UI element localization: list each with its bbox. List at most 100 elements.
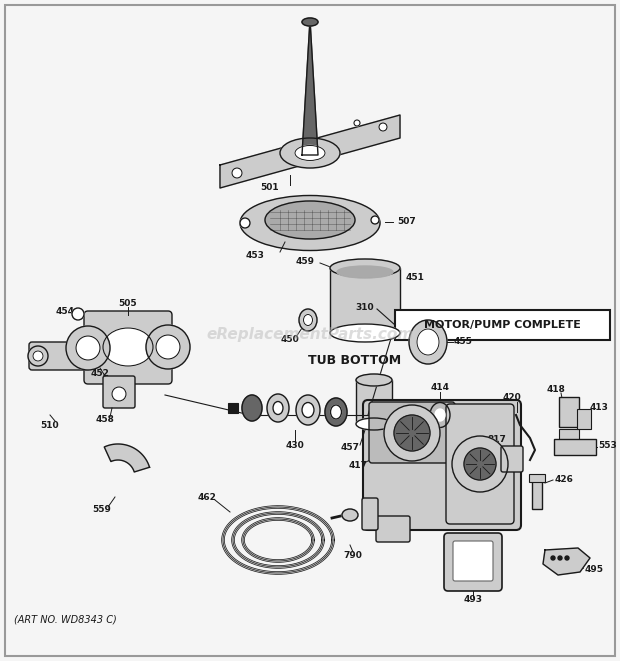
Ellipse shape xyxy=(409,320,447,364)
Text: 451: 451 xyxy=(405,274,425,282)
FancyBboxPatch shape xyxy=(363,400,521,530)
Text: TUB BOTTOM: TUB BOTTOM xyxy=(308,354,402,366)
FancyBboxPatch shape xyxy=(29,342,90,370)
Text: 510: 510 xyxy=(41,420,60,430)
Circle shape xyxy=(464,448,496,480)
Circle shape xyxy=(240,218,250,228)
FancyBboxPatch shape xyxy=(532,477,542,509)
Text: 430: 430 xyxy=(286,440,304,449)
Ellipse shape xyxy=(295,145,325,161)
FancyBboxPatch shape xyxy=(84,311,172,384)
Ellipse shape xyxy=(304,315,312,325)
Circle shape xyxy=(28,346,48,366)
Ellipse shape xyxy=(330,405,342,419)
Text: 414: 414 xyxy=(430,383,450,393)
FancyBboxPatch shape xyxy=(5,5,615,656)
FancyBboxPatch shape xyxy=(228,403,238,413)
Ellipse shape xyxy=(103,328,153,366)
Text: 507: 507 xyxy=(397,217,417,227)
Text: 458: 458 xyxy=(95,416,115,424)
Ellipse shape xyxy=(273,401,283,414)
Ellipse shape xyxy=(356,374,392,386)
Ellipse shape xyxy=(417,329,439,355)
Text: 817: 817 xyxy=(487,436,507,444)
Ellipse shape xyxy=(325,398,347,426)
Text: 790: 790 xyxy=(343,551,363,559)
Text: 459: 459 xyxy=(296,258,314,266)
FancyBboxPatch shape xyxy=(529,474,545,482)
Circle shape xyxy=(371,216,379,224)
Text: 415: 415 xyxy=(376,533,394,543)
Ellipse shape xyxy=(302,18,318,26)
Circle shape xyxy=(76,336,100,360)
Text: 455: 455 xyxy=(454,338,472,346)
FancyBboxPatch shape xyxy=(362,498,378,530)
Text: 495: 495 xyxy=(585,566,604,574)
Circle shape xyxy=(379,123,387,131)
Text: 462: 462 xyxy=(198,494,216,502)
Ellipse shape xyxy=(430,403,450,428)
Text: eReplacementParts.com: eReplacementParts.com xyxy=(206,327,414,342)
Text: 505: 505 xyxy=(118,299,137,307)
Circle shape xyxy=(558,556,562,560)
Ellipse shape xyxy=(267,394,289,422)
Circle shape xyxy=(565,556,569,560)
Text: 418: 418 xyxy=(547,385,565,395)
Circle shape xyxy=(394,415,430,451)
Ellipse shape xyxy=(342,509,358,521)
Circle shape xyxy=(146,325,190,369)
Text: 457: 457 xyxy=(340,444,360,453)
Circle shape xyxy=(354,120,360,126)
Text: 559: 559 xyxy=(92,506,112,514)
Polygon shape xyxy=(302,20,318,155)
Text: 310: 310 xyxy=(355,303,374,313)
Circle shape xyxy=(232,168,242,178)
FancyBboxPatch shape xyxy=(559,429,579,441)
Ellipse shape xyxy=(240,196,380,251)
Circle shape xyxy=(33,351,43,361)
Ellipse shape xyxy=(302,403,314,418)
FancyBboxPatch shape xyxy=(554,439,596,455)
FancyBboxPatch shape xyxy=(356,380,392,424)
Circle shape xyxy=(384,405,440,461)
Text: 450: 450 xyxy=(281,336,299,344)
FancyBboxPatch shape xyxy=(559,397,579,427)
Ellipse shape xyxy=(242,395,262,421)
Ellipse shape xyxy=(356,418,392,430)
Circle shape xyxy=(452,436,508,492)
FancyBboxPatch shape xyxy=(577,409,591,429)
Ellipse shape xyxy=(296,395,320,425)
Text: 420: 420 xyxy=(503,393,521,403)
Text: 452: 452 xyxy=(91,368,110,377)
Polygon shape xyxy=(220,115,400,188)
Polygon shape xyxy=(104,444,149,472)
FancyBboxPatch shape xyxy=(369,402,455,463)
Ellipse shape xyxy=(330,324,400,342)
Circle shape xyxy=(72,308,84,320)
Ellipse shape xyxy=(265,201,355,239)
Text: 417: 417 xyxy=(348,461,368,469)
Ellipse shape xyxy=(330,259,400,277)
Circle shape xyxy=(551,556,555,560)
Circle shape xyxy=(156,335,180,359)
Text: MOTOR/PUMP COMPLETE: MOTOR/PUMP COMPLETE xyxy=(424,320,581,330)
FancyBboxPatch shape xyxy=(395,310,610,340)
Ellipse shape xyxy=(435,409,445,421)
Text: 553: 553 xyxy=(598,440,617,449)
Circle shape xyxy=(66,326,110,370)
Ellipse shape xyxy=(280,138,340,168)
FancyBboxPatch shape xyxy=(444,533,502,591)
Text: 413: 413 xyxy=(590,403,609,412)
Text: (ART NO. WD8343 C): (ART NO. WD8343 C) xyxy=(14,615,117,625)
Text: 426: 426 xyxy=(555,475,574,485)
Ellipse shape xyxy=(337,266,393,278)
FancyBboxPatch shape xyxy=(446,404,514,524)
Text: 311: 311 xyxy=(444,436,463,444)
FancyBboxPatch shape xyxy=(376,516,410,542)
Text: 501: 501 xyxy=(260,184,280,192)
Ellipse shape xyxy=(299,309,317,331)
FancyBboxPatch shape xyxy=(330,268,400,333)
Circle shape xyxy=(112,387,126,401)
Text: 453: 453 xyxy=(246,251,265,260)
FancyBboxPatch shape xyxy=(103,376,135,408)
